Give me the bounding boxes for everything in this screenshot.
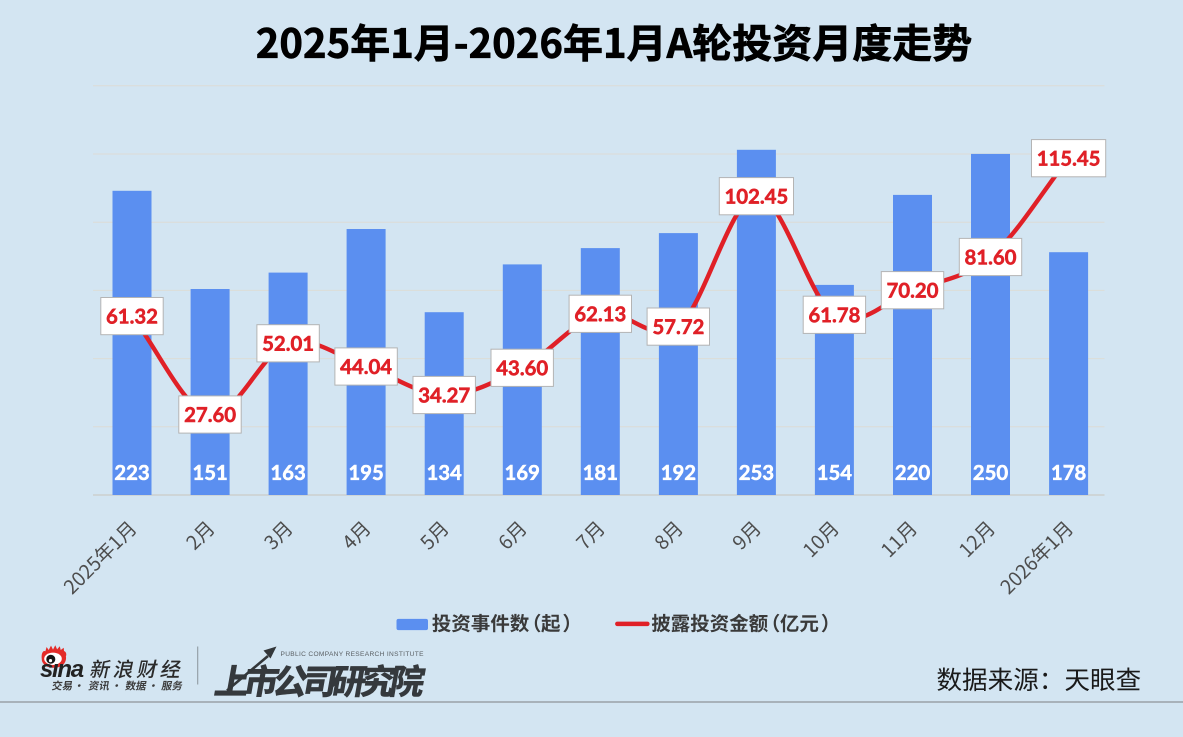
svg-text:PUBLIC COMPANY RESEARCH INSTIT: PUBLIC COMPANY RESEARCH INSTITUTE <box>281 651 425 658</box>
svg-text:sına: sına <box>40 656 84 683</box>
